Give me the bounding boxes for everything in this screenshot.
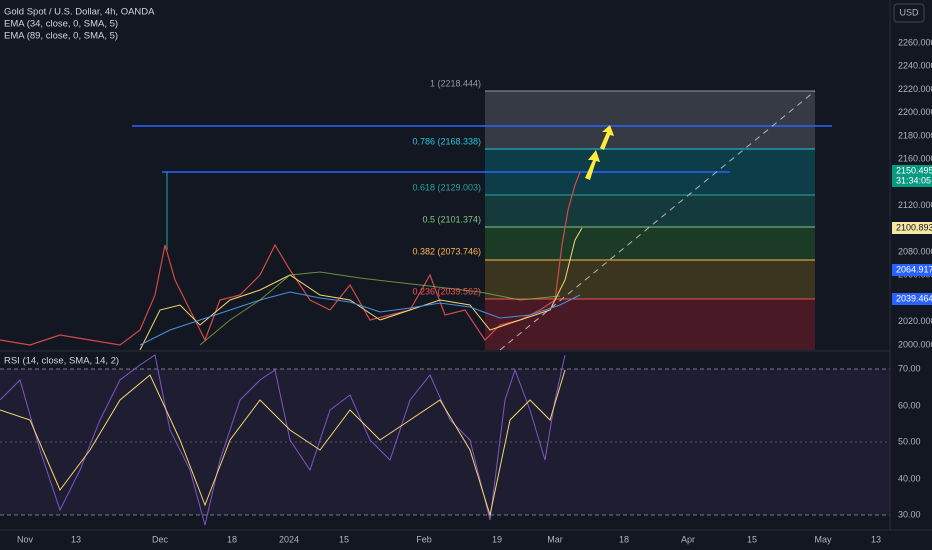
time-label: Feb [416,534,432,544]
price-tag [892,165,932,187]
time-label: Mar [547,534,563,544]
time-label: 13 [71,534,81,544]
ema-fast [139,227,583,351]
price-label: 2120.000 [898,200,932,210]
trend-line [499,90,816,351]
fib-label: 0.382 (2073.746) [412,246,481,256]
time-label: 18 [227,534,237,544]
price-label: 2020.000 [898,316,932,326]
time-label: Dec [152,534,169,544]
rsi-axis-label: 40.00 [898,473,921,483]
arrow [585,150,600,180]
rsi-axis-label: 50.00 [898,436,921,446]
price-label: 2080.000 [898,246,932,256]
price-tag [892,293,932,305]
price-tag-text: 2100.893 [896,222,932,232]
price-tag-text: 2064.917 [896,264,932,274]
symbol: Gold Spot / U.S. Dollar, 4h, OANDA [4,7,155,18]
currency-button[interactable] [893,3,925,23]
price-tag-text: 2150.495 [896,165,932,175]
fib-label: 0.618 (2129.003) [412,182,481,192]
rsi-axis-label: 60.00 [898,400,921,410]
price-label: 2000.000 [898,339,932,349]
price-tag-text: 2039.464 [896,293,932,303]
time-label: 2024 [279,534,299,544]
rsi-axis-label: 30.00 [898,509,921,519]
price-label: 2260.000 [898,37,932,47]
time-label: 18 [619,534,629,544]
price-tag-text: 31:34:05 [896,175,931,185]
time-label: May [814,534,832,544]
ema-label: EMA (89, close, 0, SMA, 5) [4,31,118,42]
time-label: 19 [492,534,502,544]
ema-label: EMA (34, close, 0, SMA, 5) [4,19,118,30]
price-tag [892,264,932,276]
time-label: 15 [747,534,757,544]
price-label: 2220.000 [898,84,932,94]
time-label: Apr [681,534,695,544]
rsi-ma [0,369,566,517]
time-label: Nov [17,534,34,544]
ema-slow [139,291,581,346]
price-label: 2160.000 [898,154,932,164]
fib-label: 0.236 (2039.562) [412,286,481,296]
fib-label: 0.5 (2101.374) [422,214,481,224]
rsi-line [0,354,566,526]
arrow [600,125,614,150]
fib-label: 0.786 (2168.338) [412,136,481,146]
price-label: 2200.000 [898,107,932,117]
rsi-label: RSI (14, close, SMA, 14, 2) [4,356,119,367]
fib-zones [485,90,815,350]
time-label: 13 [871,534,881,544]
rsi-axis-label: 70.00 [898,363,921,373]
price-label: 2240.000 [898,61,932,71]
currency[interactable]: USD [899,7,919,17]
price-label: 2180.000 [898,130,932,140]
time-label: 15 [339,534,349,544]
fib-label: 1 (2218.444) [430,78,481,88]
channel [199,271,561,346]
price-tag [892,222,932,234]
